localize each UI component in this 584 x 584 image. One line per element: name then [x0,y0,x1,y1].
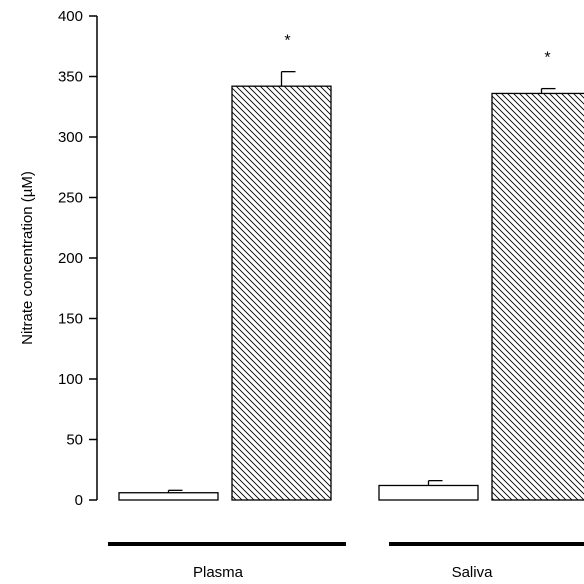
category-group: Plasma Saliva [108,542,584,581]
category-label-plasma: Plasma [193,564,244,581]
y-tick-label: 50 [66,432,83,449]
y-tick-label: 400 [58,8,83,25]
bar-saliva-hatched [491,92,584,501]
bar-plasma-hatched [231,85,332,501]
y-tick-label: 350 [58,69,83,86]
bar-group: ** [118,33,584,501]
bar-saliva-open [378,484,479,501]
y-tick-label: 250 [58,190,83,207]
y-tick-label: 300 [58,129,83,146]
category-label-saliva: Saliva [452,564,494,581]
bar-plasma-open [118,492,219,501]
y-tick-label: 200 [58,250,83,267]
significance-marker: * [544,50,550,67]
y-tick-label: 100 [58,371,83,388]
y-tick-group: 0 50 100 150 200 250 300 350 400 [58,8,97,509]
y-tick-label: 0 [75,492,83,509]
y-tick-label: 150 [58,311,83,328]
significance-marker: * [284,33,290,50]
y-axis-title: Nitrate concentration (µM) [19,171,36,345]
